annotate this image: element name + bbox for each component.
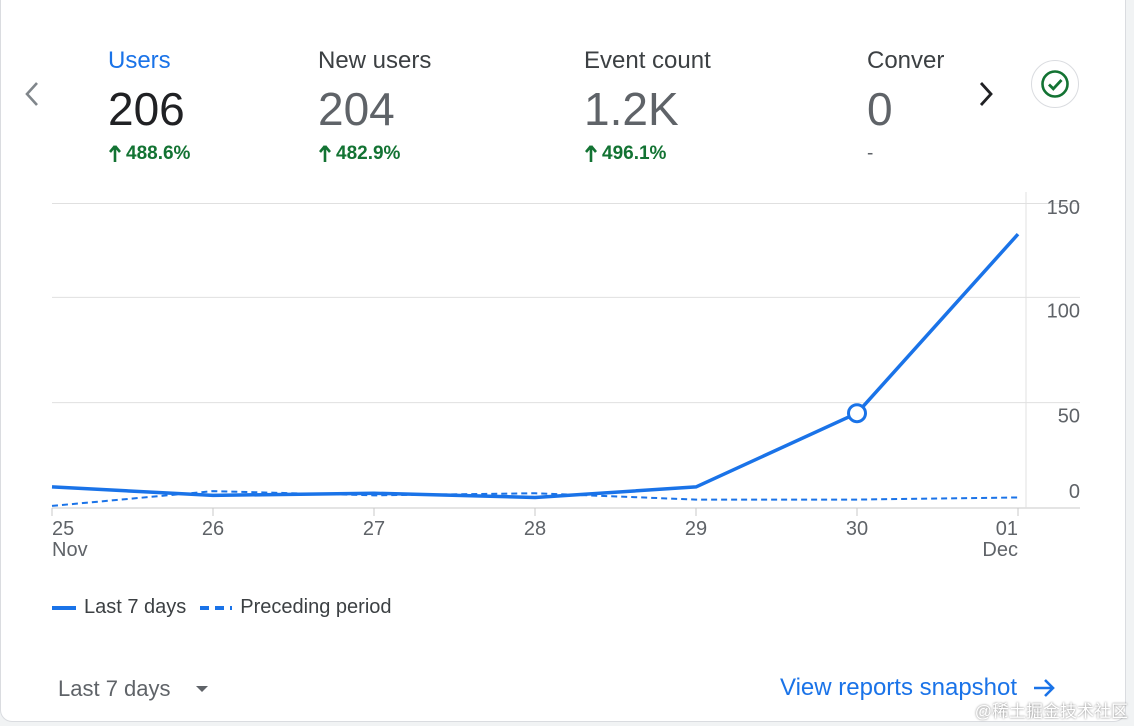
watermark-text: @稀土掘金技术社区 xyxy=(974,702,1128,721)
dashed-line-swatch xyxy=(200,605,233,610)
metric-label: Users xyxy=(108,47,171,74)
chevron-left-icon xyxy=(25,82,38,106)
arrow-up-icon xyxy=(585,145,597,162)
arrow-up-icon xyxy=(319,145,331,162)
metric-label: Event count xyxy=(584,47,711,74)
metric-delta-value: 496.1% xyxy=(602,143,667,164)
metric-delta: 496.1% xyxy=(584,142,814,166)
previous-metric-button[interactable] xyxy=(20,82,44,106)
view-reports-snapshot-label: View reports snapshot xyxy=(780,674,1018,701)
metrics-divider xyxy=(52,203,1080,204)
legend-label-preceding: Preceding period xyxy=(240,596,392,618)
x-tick-label: 30 xyxy=(846,518,868,540)
x-tick-label: 25 xyxy=(52,518,74,540)
metric-delta: - xyxy=(867,142,977,166)
metric-delta-value: 482.9% xyxy=(336,143,401,164)
series-line-preceding-period xyxy=(51,490,1019,507)
metric-tab-users[interactable]: Users 206 488.6% xyxy=(108,46,338,166)
series-line-last-7-days xyxy=(51,232,1020,500)
x-tick-label: 27 xyxy=(363,518,385,540)
solid-line-swatch xyxy=(52,605,76,610)
metric-label: New users xyxy=(318,47,432,74)
y-tick-label: 100 xyxy=(1047,300,1080,322)
caret-down-icon xyxy=(195,686,208,692)
metric-tab-conversions[interactable]: Conver 0 - xyxy=(867,46,977,166)
metric-delta-value: - xyxy=(867,143,874,164)
x-tick-label: 01 xyxy=(996,518,1018,540)
metric-value: 1.2K xyxy=(584,83,679,135)
view-reports-snapshot-link[interactable]: View reports snapshot xyxy=(780,674,1055,702)
highlighted-data-point xyxy=(847,403,867,424)
legend-label-last: Last 7 days xyxy=(84,596,187,618)
date-range-dropdown[interactable]: Last 7 days xyxy=(58,676,209,702)
metric-tab-event-count[interactable]: Event count 1.2K 496.1% xyxy=(584,46,814,166)
y-tick-label: 0 xyxy=(1069,481,1080,503)
y-tick-label: 150 xyxy=(1047,197,1080,219)
metric-label: Conver xyxy=(867,47,945,74)
arrow-up-icon xyxy=(109,145,121,162)
y-tick-label: 50 xyxy=(1058,406,1080,428)
x-tick-label: Dec xyxy=(982,539,1018,561)
metric-value: 0 xyxy=(867,83,893,135)
x-tick-label: 29 xyxy=(685,518,707,540)
legend-item-last: Last 7 days xyxy=(52,596,186,619)
metric-delta-value: 488.6% xyxy=(126,143,191,164)
metric-tab-new-users[interactable]: New users 204 482.9% xyxy=(318,46,548,166)
insights-status-button[interactable] xyxy=(1031,60,1079,108)
x-tick-label: Nov xyxy=(52,539,88,561)
arrow-right-icon xyxy=(1034,679,1055,697)
metric-value: 204 xyxy=(318,83,395,135)
check-circle-icon xyxy=(1041,70,1069,98)
metric-value: 206 xyxy=(108,83,185,135)
chevron-right-icon xyxy=(979,82,993,106)
legend-item-preceding: Preceding period xyxy=(200,596,392,619)
metric-delta: 482.9% xyxy=(318,142,548,166)
x-tick-label: 26 xyxy=(202,518,224,540)
metric-delta: 488.6% xyxy=(108,142,338,166)
x-tick-label: 28 xyxy=(524,518,546,540)
date-range-label: Last 7 days xyxy=(58,676,171,701)
next-metric-button[interactable] xyxy=(974,82,998,106)
chart-legend: Last 7 days Preceding period xyxy=(52,596,406,619)
